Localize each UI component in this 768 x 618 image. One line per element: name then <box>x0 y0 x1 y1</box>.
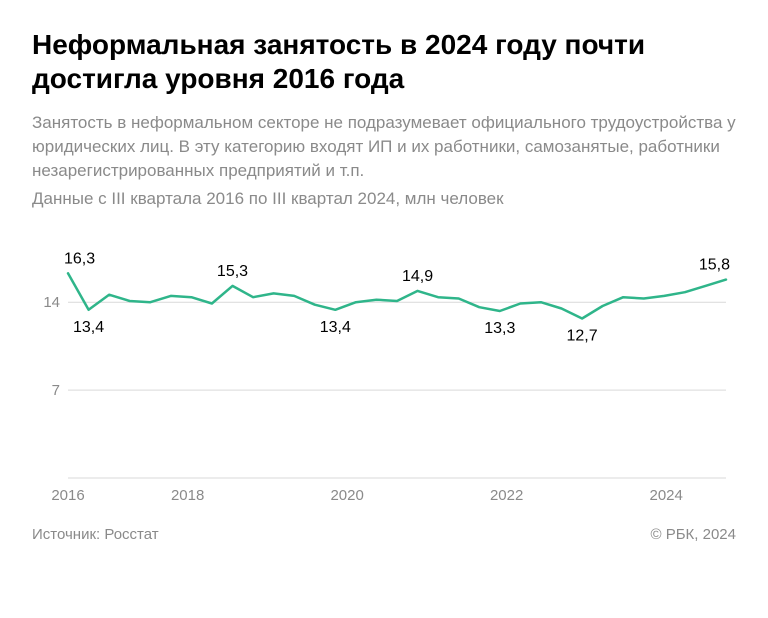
chart-subtitle: Занятость в неформальном секторе не подр… <box>32 111 736 182</box>
svg-text:2022: 2022 <box>490 487 523 504</box>
svg-text:2024: 2024 <box>649 487 682 504</box>
copyright-label: © РБК, 2024 <box>650 526 736 543</box>
svg-text:13,4: 13,4 <box>320 319 351 336</box>
source-label: Источник: Росстат <box>32 526 159 543</box>
svg-text:15,8: 15,8 <box>699 257 730 274</box>
svg-text:15,3: 15,3 <box>217 263 248 280</box>
chart-footer: Источник: Росстат © РБК, 2024 <box>32 526 736 543</box>
svg-text:7: 7 <box>52 382 60 399</box>
line-chart: 7 14 2016 2018 2020 2022 2024 16,3 13,4 15,3 13,4 1… <box>32 228 736 508</box>
svg-text:13,4: 13,4 <box>73 319 104 336</box>
chart-title: Неформальная занятость в 2024 году почти… <box>32 28 736 95</box>
chart-subtitle-2: Данные с III квартала 2016 по III кварта… <box>32 187 736 211</box>
svg-text:16,3: 16,3 <box>64 251 95 268</box>
svg-text:12,7: 12,7 <box>566 328 597 345</box>
svg-text:2020: 2020 <box>330 487 363 504</box>
svg-text:2018: 2018 <box>171 487 204 504</box>
svg-text:2016: 2016 <box>51 487 84 504</box>
svg-text:14,9: 14,9 <box>402 268 433 285</box>
svg-text:13,3: 13,3 <box>484 320 515 337</box>
svg-text:14: 14 <box>43 295 60 312</box>
